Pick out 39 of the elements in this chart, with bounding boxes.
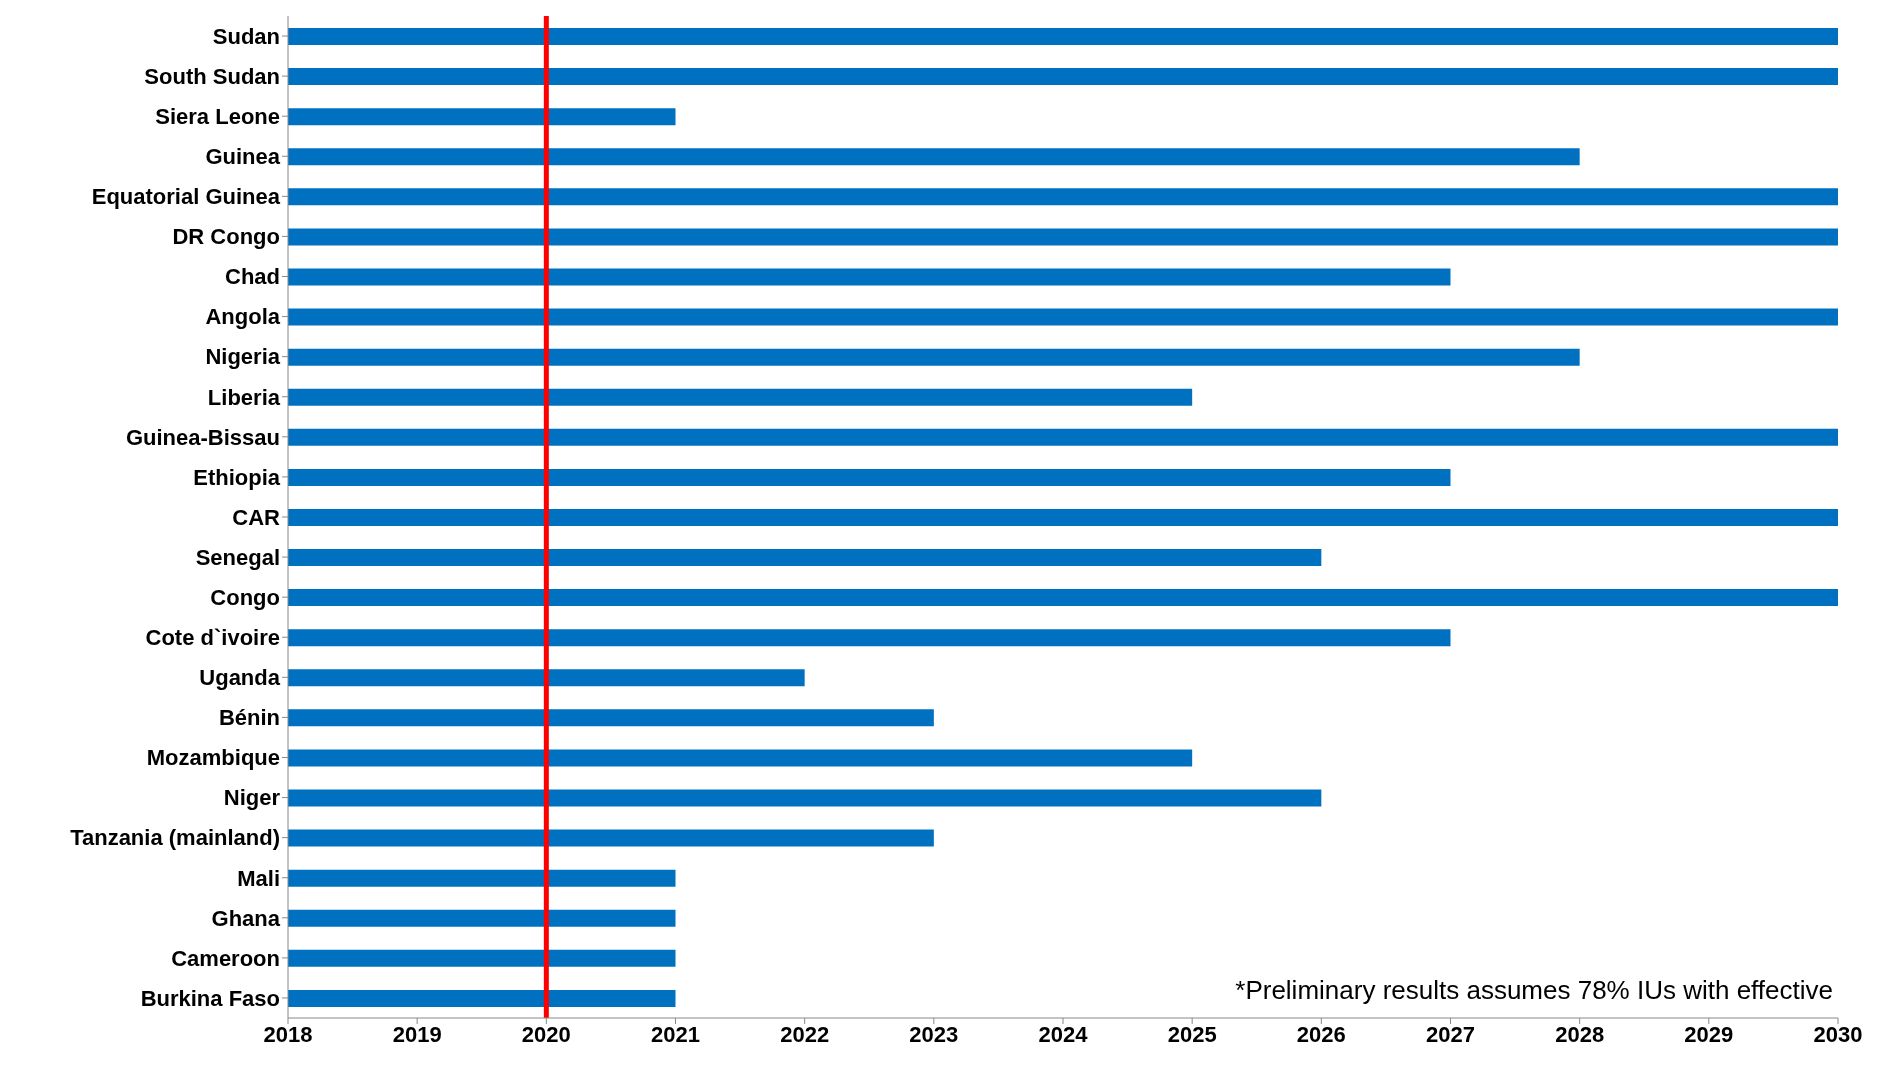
y-tick-label: Cameroon <box>171 945 280 971</box>
y-tick-label: Niger <box>223 785 281 811</box>
x-tick-label: 2022 <box>780 1021 830 1047</box>
y-tick-label: Mali <box>237 865 280 891</box>
x-tick-label: 2021 <box>651 1021 700 1047</box>
y-tick-label: Sudan <box>212 23 280 49</box>
y-tick-label: Uganda <box>199 665 281 691</box>
x-tick-label: 2023 <box>909 1021 959 1047</box>
x-tick-label: 2027 <box>1426 1021 1475 1047</box>
y-tick-label: Cote d`ivoire <box>145 625 280 651</box>
y-tick-label: Liberia <box>207 384 281 410</box>
x-tick-label: 2026 <box>1296 1021 1346 1047</box>
y-tick-label: DR Congo <box>172 224 280 250</box>
y-tick-label: Nigeria <box>205 344 281 370</box>
y-tick-label: Tanzania (mainland) <box>70 825 280 851</box>
x-tick-label: 2024 <box>1038 1021 1089 1047</box>
y-tick-label: Ethiopia <box>193 464 281 490</box>
y-tick-label: Angola <box>205 304 281 330</box>
x-tick-label: 2029 <box>1684 1021 1734 1047</box>
y-tick-label: Burkina Faso <box>140 985 280 1011</box>
y-tick-label: Bénin <box>218 705 280 731</box>
y-tick-label: South Sudan <box>144 63 280 89</box>
x-tick-label: 2018 <box>263 1021 313 1047</box>
x-tick-label: 2028 <box>1555 1021 1605 1047</box>
y-tick-label: Guinea <box>205 144 281 170</box>
y-tick-label: Congo <box>210 584 280 610</box>
y-tick-label: Siera Leone <box>155 104 280 130</box>
y-tick-label: Guinea-Bissau <box>125 424 280 450</box>
x-tick-label: 2020 <box>521 1021 571 1047</box>
y-tick-label: CAR <box>232 504 281 530</box>
x-tick-label: 2019 <box>392 1021 442 1047</box>
y-tick-label: Chad <box>225 264 280 290</box>
y-tick-label: Ghana <box>211 905 281 931</box>
y-tick-label: Senegal <box>195 544 280 570</box>
y-tick-label: Mozambique <box>146 745 280 771</box>
x-tick-label: 2030 <box>1813 1021 1863 1047</box>
y-tick-label: Equatorial Guinea <box>91 184 281 210</box>
x-tick-label: 2025 <box>1167 1021 1217 1047</box>
annotation: *Preliminary results assumes 78% IUs with effective <box>1235 975 1833 1006</box>
